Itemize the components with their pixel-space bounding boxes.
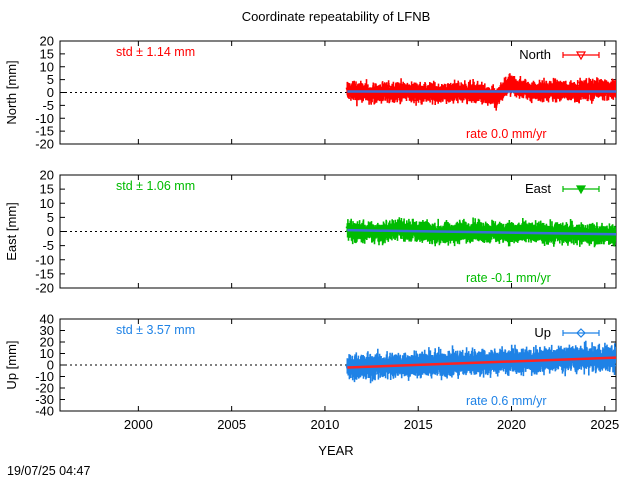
x-tick-label: 2010: [310, 417, 339, 432]
y-tick-label: -10: [35, 369, 54, 384]
std-label: std ± 3.57 mm: [116, 323, 195, 337]
rate-label: rate 0.0 mm/yr: [466, 127, 547, 141]
y-tick-label: 0: [47, 85, 54, 100]
y-tick-label: -30: [35, 392, 54, 407]
rate-label: rate -0.1 mm/yr: [466, 271, 551, 285]
y-tick-label: -20: [35, 381, 54, 396]
y-axis-label: Up [mm]: [4, 340, 19, 389]
y-tick-label: 0: [47, 224, 54, 239]
y-tick-label: 20: [40, 335, 54, 350]
y-tick-label: 40: [40, 312, 54, 327]
y-tick-label: -5: [42, 238, 54, 253]
std-label: std ± 1.06 mm: [116, 179, 195, 193]
y-tick-label: -20: [35, 281, 54, 296]
legend-label: North: [519, 47, 551, 62]
x-tick-label: 2005: [217, 417, 246, 432]
x-axis-label: YEAR: [318, 443, 353, 458]
chart-title: Coordinate repeatability of LFNB: [242, 9, 431, 24]
y-axis-label: North [mm]: [4, 60, 19, 124]
y-tick-label: -10: [35, 252, 54, 267]
y-tick-label: 15: [40, 46, 54, 61]
rate-label: rate 0.6 mm/yr: [466, 394, 547, 408]
legend-label: East: [525, 181, 551, 196]
legend-marker: [562, 328, 600, 338]
y-tick-label: -15: [35, 266, 54, 281]
y-tick-label: 30: [40, 323, 54, 338]
timestamp: 19/07/25 04:47: [7, 464, 90, 478]
y-tick-label: 0: [47, 358, 54, 373]
y-tick-label: -5: [42, 98, 54, 113]
y-tick-label: -40: [35, 404, 54, 419]
trend-line: [347, 228, 616, 236]
y-tick-label: 5: [47, 72, 54, 87]
y-tick-label: 20: [40, 168, 54, 183]
x-tick-label: 2000: [124, 417, 153, 432]
legend-marker: [562, 185, 600, 195]
y-tick-label: -15: [35, 124, 54, 139]
y-tick-label: 15: [40, 182, 54, 197]
y-tick-label: -20: [35, 137, 54, 152]
x-tick-label: 2020: [497, 417, 526, 432]
std-label: std ± 1.14 mm: [116, 45, 195, 59]
legend-marker: [562, 51, 600, 61]
y-tick-label: 10: [40, 346, 54, 361]
y-tick-label: -10: [35, 111, 54, 126]
x-tick-label: 2025: [590, 417, 619, 432]
y-tick-label: 10: [40, 59, 54, 74]
y-tick-label: 20: [40, 34, 54, 49]
legend-label: Up: [534, 325, 551, 340]
trend-line: [347, 356, 616, 369]
y-axis-label: East [mm]: [4, 202, 19, 261]
x-tick-label: 2015: [404, 417, 433, 432]
y-tick-label: 5: [47, 210, 54, 225]
y-tick-label: 10: [40, 196, 54, 211]
